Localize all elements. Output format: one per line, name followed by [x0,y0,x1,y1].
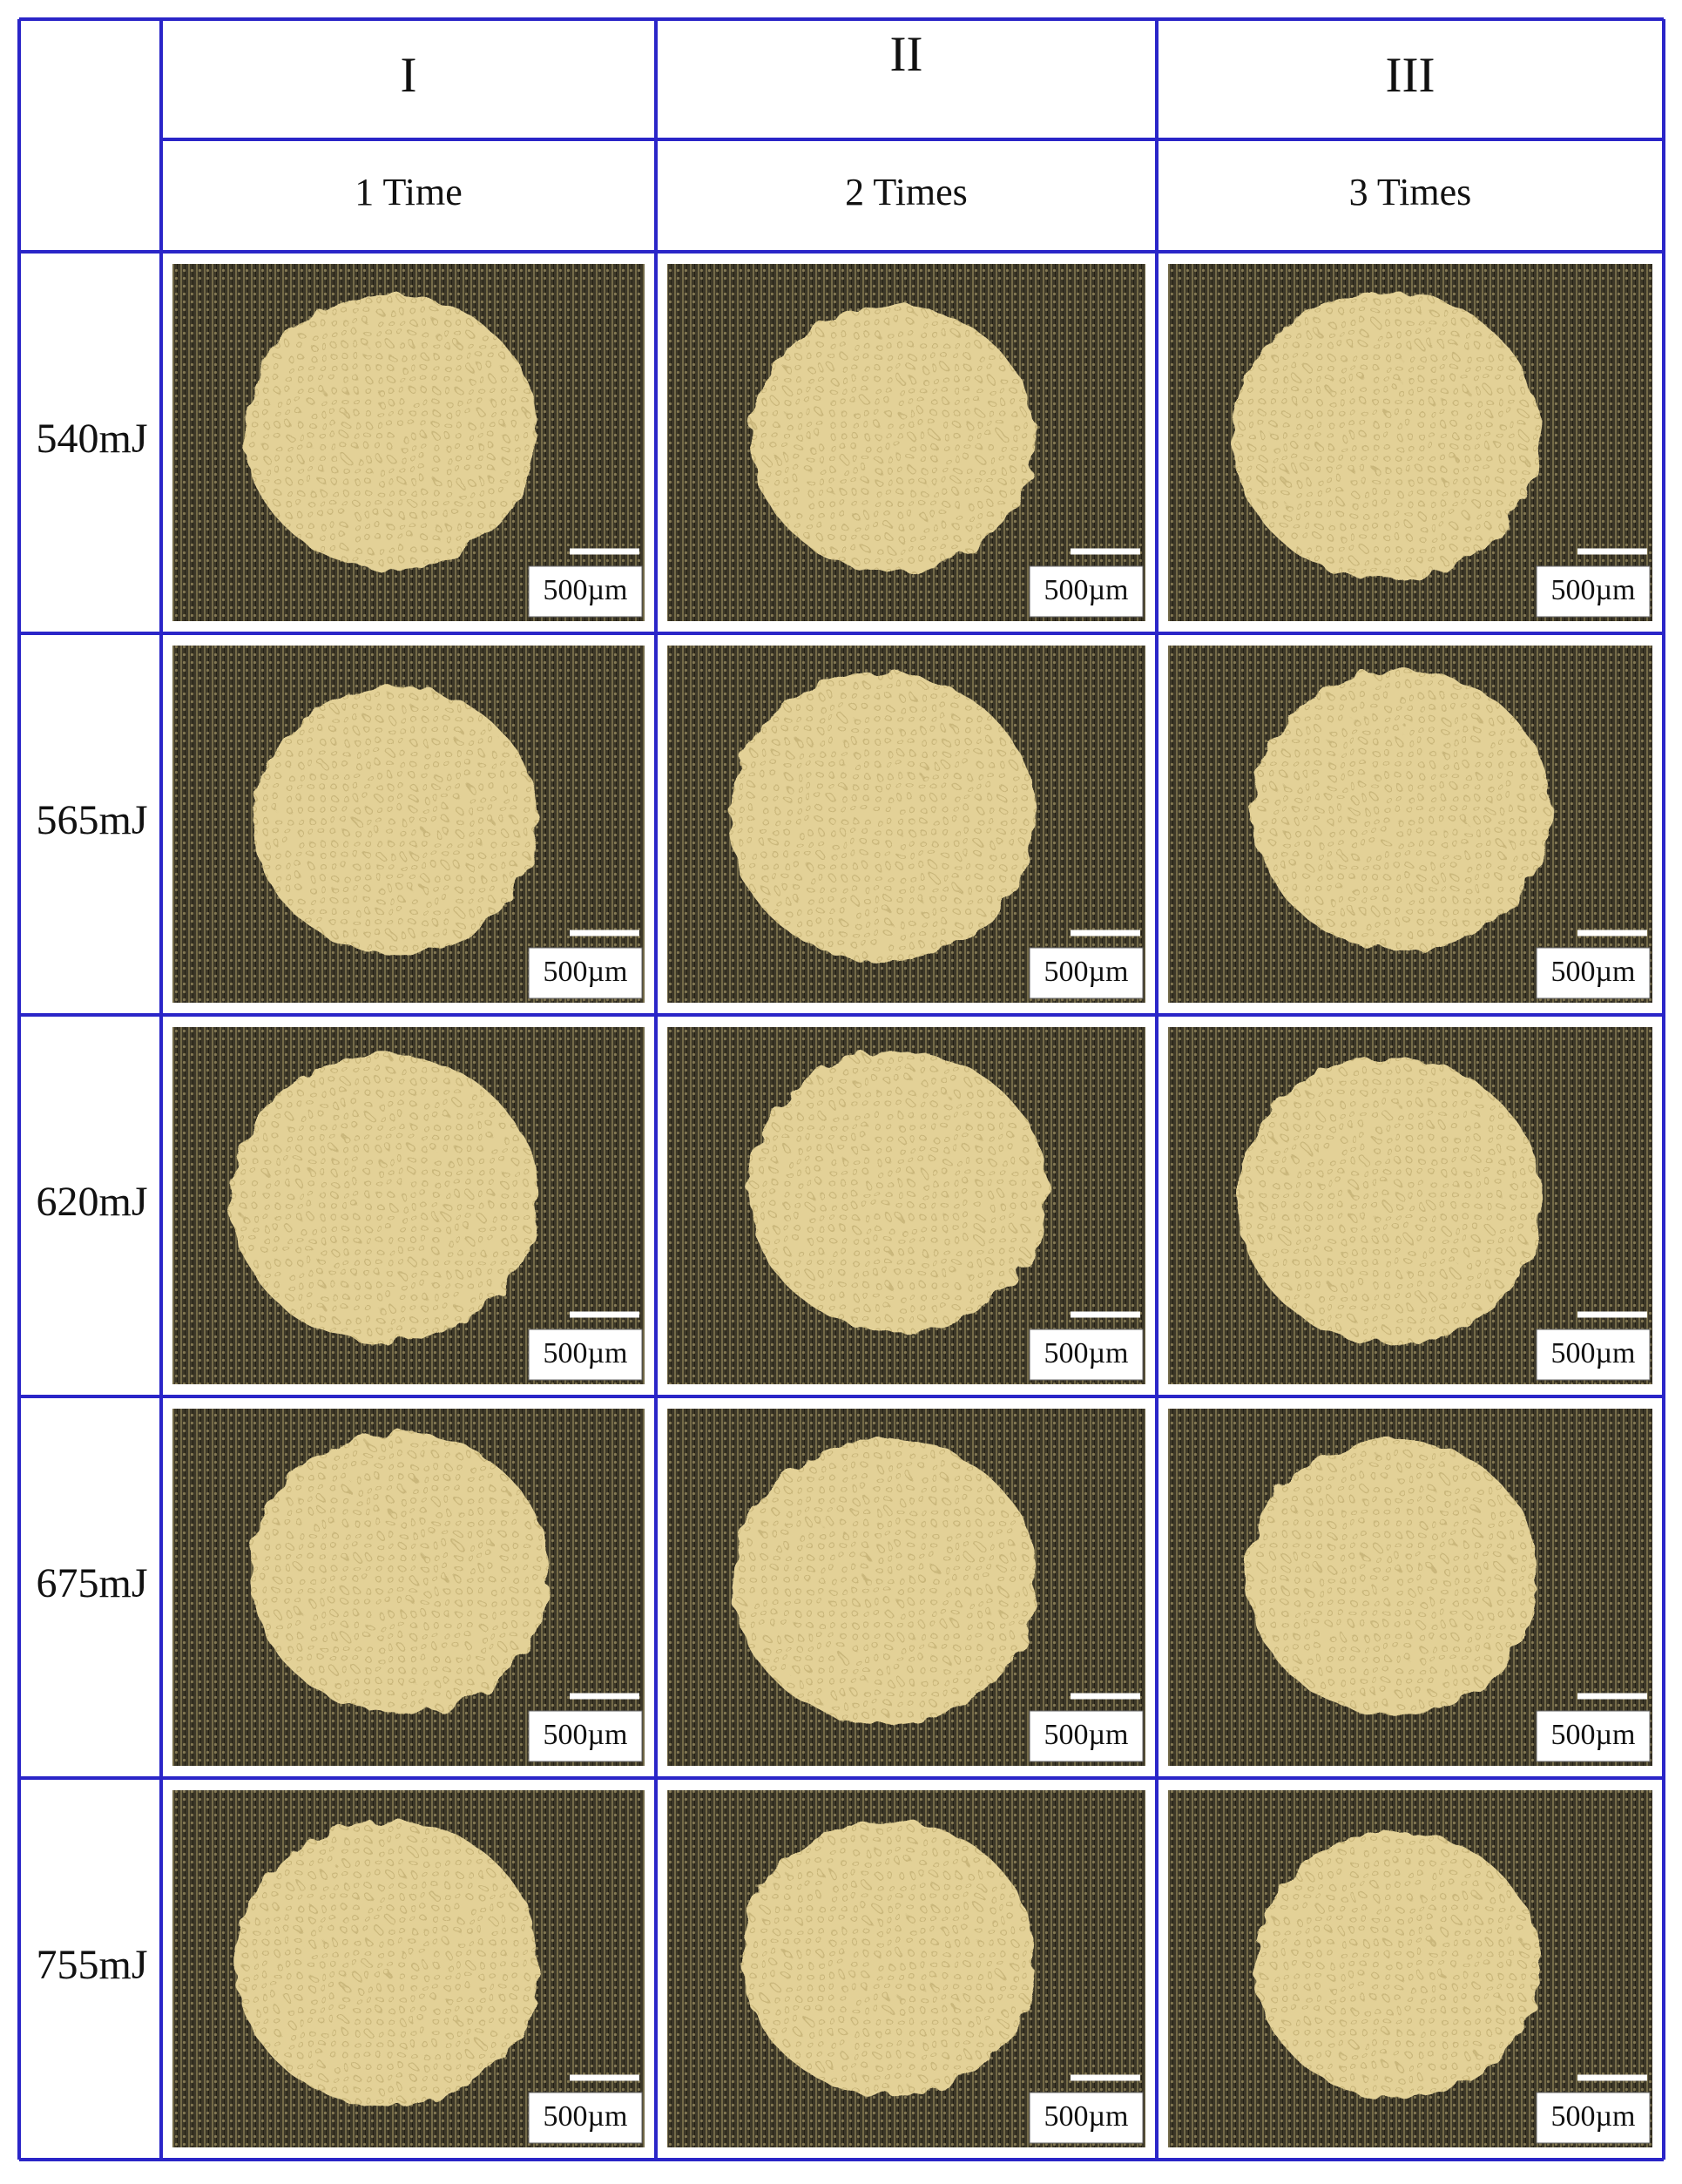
scale-label-box [1029,2092,1144,2144]
scale-label: 500µm [1044,574,1128,606]
ablated-spot [245,294,537,570]
ablated-spot [742,1820,1036,2096]
scale-label: 500µm [1550,574,1635,606]
row-label: 620mJ [36,1179,147,1225]
scale-label-box [1536,565,1651,618]
scale-label: 500µm [1550,956,1635,988]
scale-label: 500µm [1044,956,1128,988]
row-label: 540mJ [36,416,147,462]
scale-label: 500µm [543,2100,627,2133]
column-label: 1 Time [355,171,463,213]
scale-label: 500µm [1550,1337,1635,1369]
scale-label-box [528,565,643,618]
scale-label-box [528,947,643,999]
scale-label-box [1536,2092,1651,2144]
ablated-spot [733,1438,1038,1726]
micrograph: 500µm [172,1409,645,1766]
scale-label-box [1536,1329,1651,1381]
scale-label-box [1029,1710,1144,1762]
ablated-spot [250,1432,550,1714]
scale-label: 500µm [1044,1719,1128,1751]
scale-label: 500µm [543,574,627,606]
micrograph: 500µm [1168,646,1652,1003]
micrograph: 500µm [172,1027,645,1384]
micrograph: 500µm [1168,1027,1652,1384]
micrograph: 500µm [667,1027,1145,1384]
ablated-spot [1252,669,1551,950]
scale-label: 500µm [1550,2100,1635,2133]
row-label: 675mJ [36,1560,147,1606]
column-numeral: II [890,27,923,82]
ablated-spot [1232,290,1540,580]
row-label: 755mJ [36,1942,147,1988]
ablated-spot [728,672,1036,962]
row-label: 565mJ [36,797,147,843]
micrograph: 500µm [1168,1409,1652,1766]
micrograph: 500µm [667,1409,1145,1766]
ablated-spot [253,686,537,954]
column-label: 3 Times [1349,171,1472,213]
scale-label: 500µm [1550,1719,1635,1751]
micrograph: 500µm [172,646,645,1003]
scale-label: 500µm [543,956,627,988]
column-numeral: I [401,48,417,103]
micrograph: 500µm [172,1790,645,2147]
ablated-spot [1246,1438,1539,1714]
ablated-spot [230,1053,538,1343]
scale-label: 500µm [1044,1337,1128,1369]
scale-label-box [528,2092,643,2144]
ablated-spot [751,305,1036,572]
micrograph: 500µm [667,646,1145,1003]
column-label: 2 Times [845,171,968,213]
ablated-spot [235,1820,540,2107]
scale-label: 500µm [543,1337,627,1369]
scale-label-box [1029,1329,1144,1381]
micrograph: 500µm [172,264,645,621]
scale-label-box [1029,565,1144,618]
micrograph: 500µm [1168,264,1652,621]
scale-label: 500µm [1044,2100,1128,2133]
column-numeral: III [1386,48,1435,103]
ablated-spot [1237,1057,1542,1344]
scale-label-box [1536,947,1651,999]
scale-label: 500µm [543,1719,627,1751]
micrograph: 500µm [667,264,1145,621]
micrograph: 500µm [667,1790,1145,2147]
scale-label-box [528,1710,643,1762]
scale-label-box [1536,1710,1651,1762]
micrograph: 500µm [1168,1790,1652,2147]
ablated-spot [1255,1831,1539,2099]
scale-label-box [528,1329,643,1381]
ablated-spot [748,1051,1047,1332]
scale-label-box [1029,947,1144,999]
